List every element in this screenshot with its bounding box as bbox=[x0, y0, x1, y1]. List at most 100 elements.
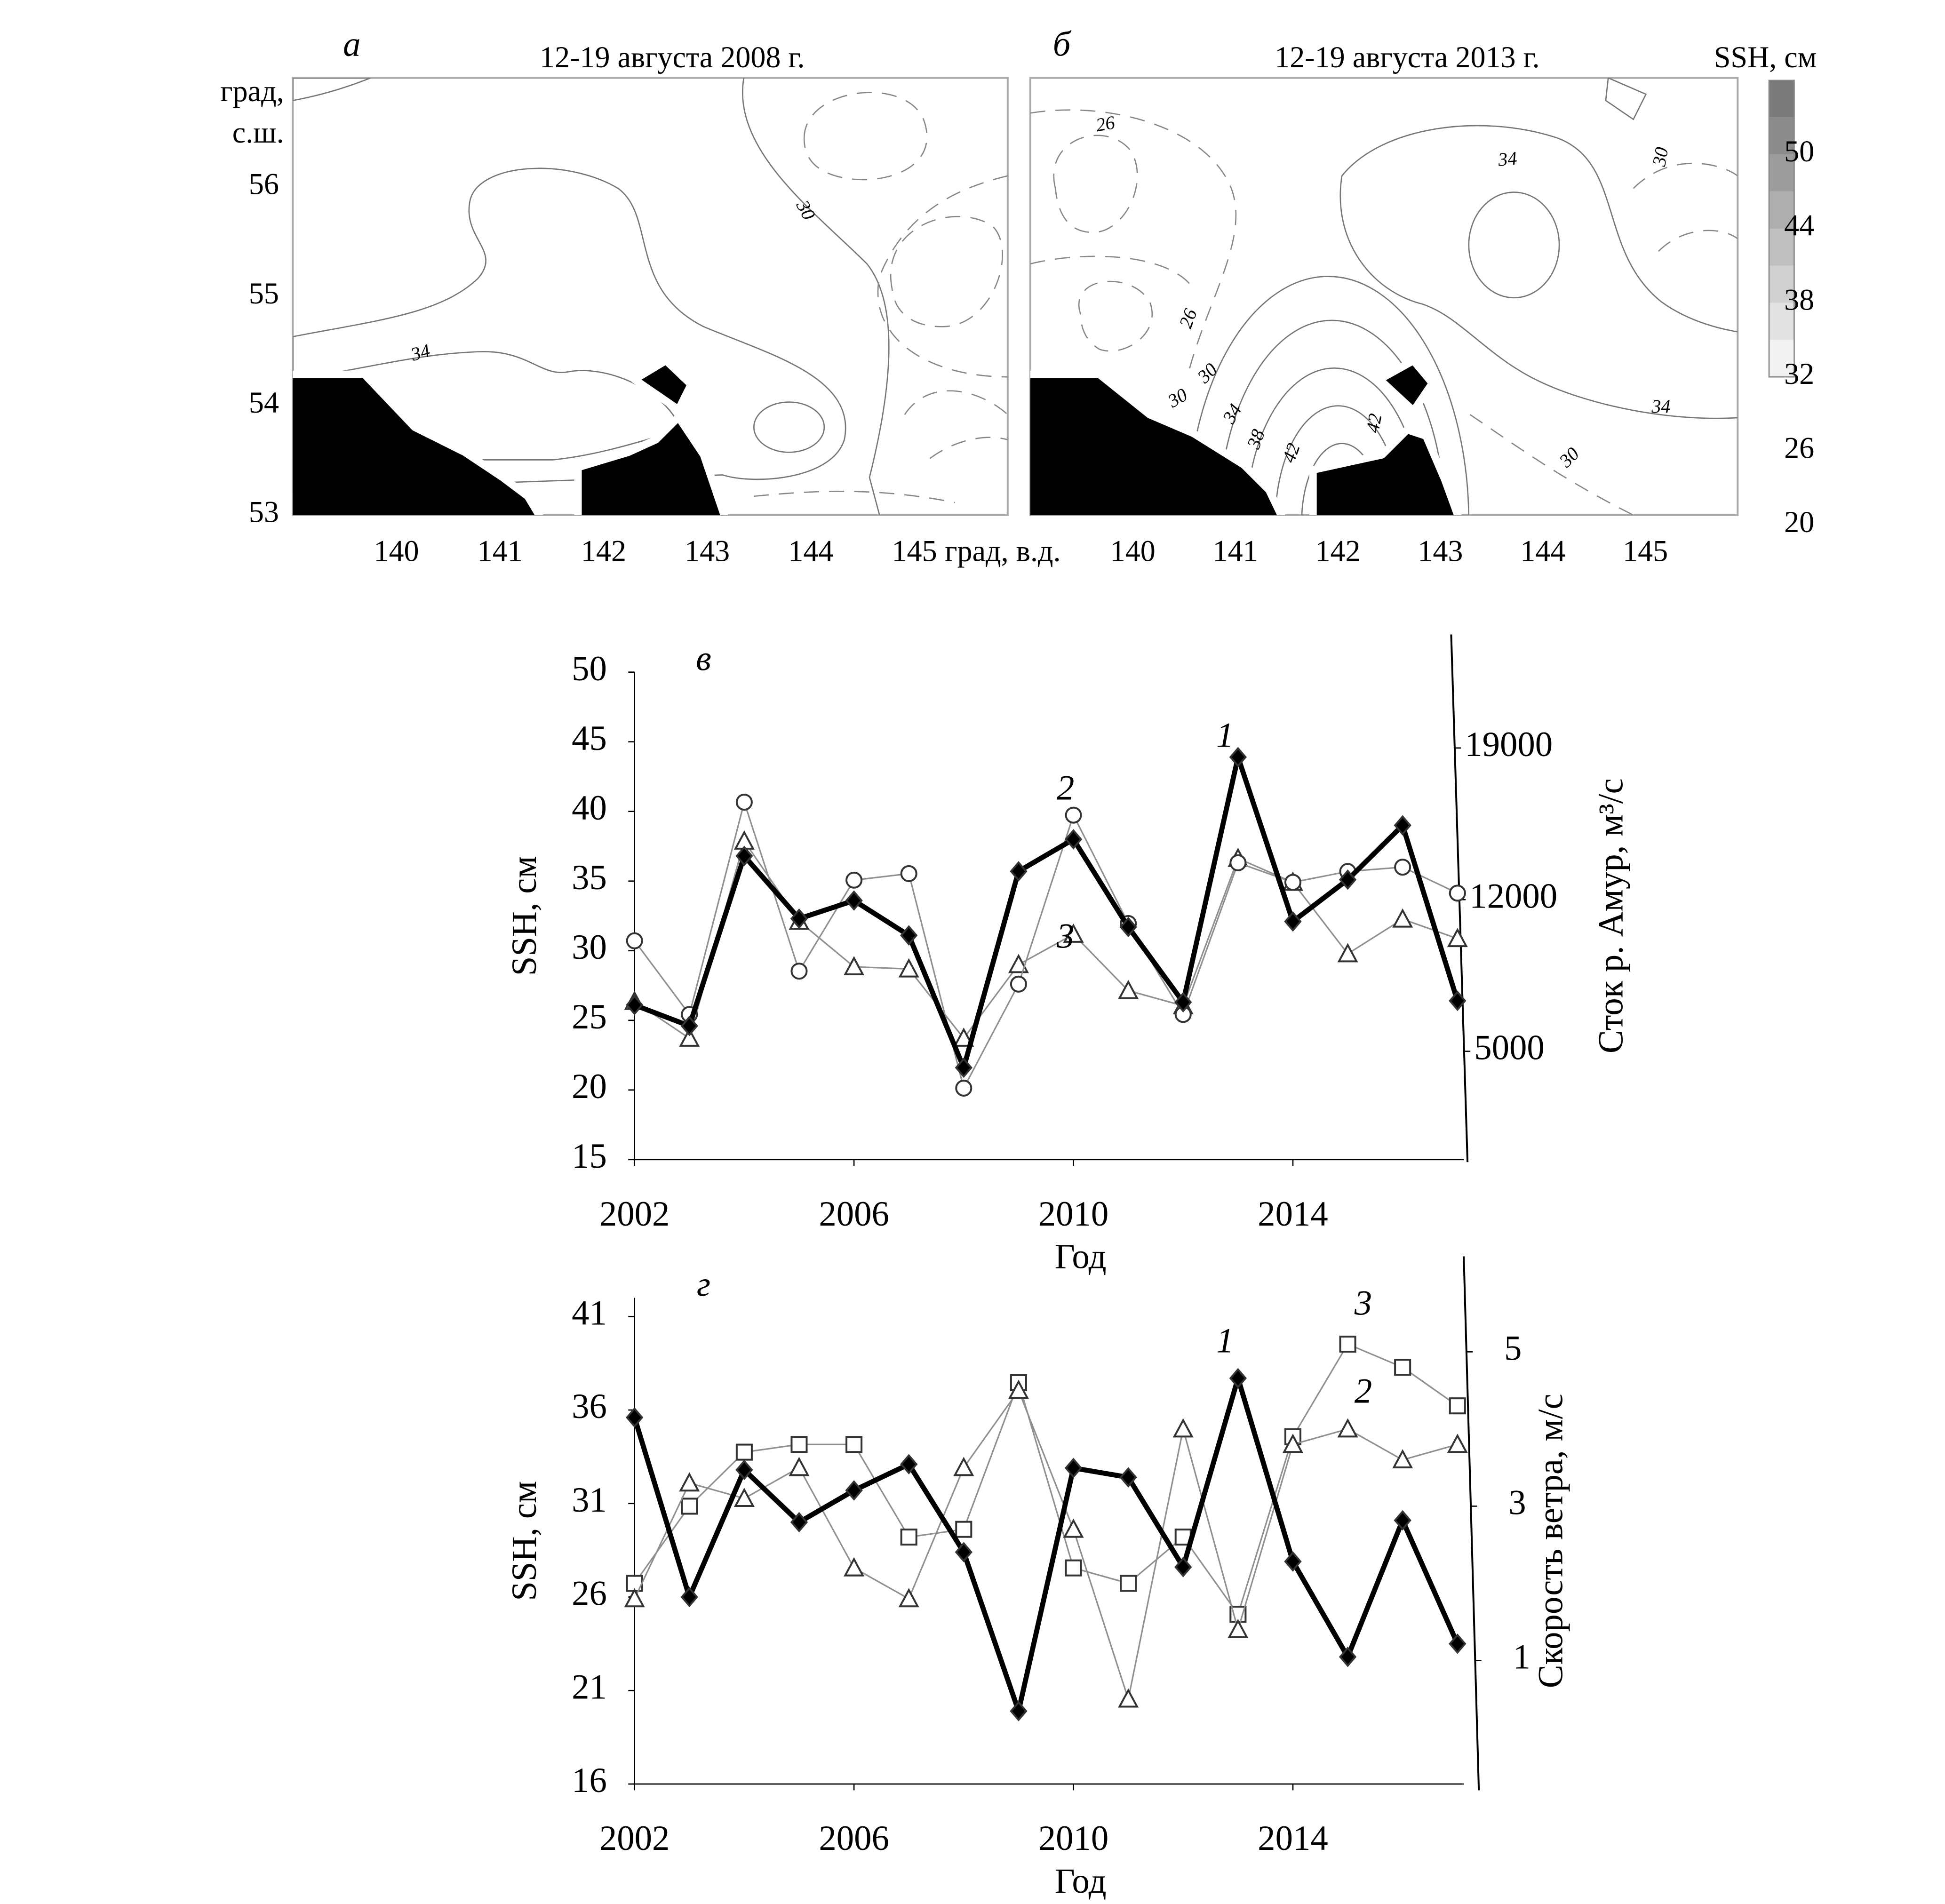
x-tick-label: 142 bbox=[581, 534, 626, 567]
marker bbox=[624, 1588, 645, 1608]
y-tick-label: 30 bbox=[572, 928, 607, 967]
marker bbox=[955, 1542, 972, 1562]
marker bbox=[900, 925, 918, 946]
x-tick-label: 142 bbox=[1315, 534, 1360, 567]
panel-label: а bbox=[343, 25, 360, 64]
marker bbox=[1172, 1418, 1194, 1438]
y-tick-label: 15 bbox=[572, 1137, 607, 1176]
marker bbox=[1282, 1434, 1303, 1453]
field bbox=[293, 351, 682, 461]
series-label: 2 bbox=[1355, 1371, 1372, 1410]
x-tick-label: 144 bbox=[788, 534, 833, 567]
marker bbox=[845, 1480, 863, 1501]
field bbox=[1468, 191, 1560, 299]
contour-label: 42 bbox=[1362, 412, 1386, 434]
x-tick-label: 140 bbox=[1110, 534, 1156, 567]
marker bbox=[1229, 854, 1247, 871]
x-tick-label: 2006 bbox=[819, 1819, 889, 1858]
marker bbox=[1449, 884, 1466, 902]
y2-axis-label: Скорость ветра, м/с bbox=[1531, 1394, 1570, 1688]
y2-tick-label: 5000 bbox=[1474, 1028, 1545, 1068]
marker bbox=[1120, 1575, 1137, 1592]
series-line bbox=[632, 1376, 1460, 1714]
field bbox=[1187, 276, 1470, 515]
marker bbox=[789, 1457, 810, 1476]
x-tick-label: 2002 bbox=[599, 1819, 670, 1858]
contour-label: 30 bbox=[1648, 145, 1672, 168]
x-tick-label: 2010 bbox=[1038, 1195, 1109, 1234]
marker bbox=[1339, 869, 1357, 890]
marker bbox=[1394, 1510, 1411, 1531]
x-tick-label: 2002 bbox=[599, 1195, 670, 1234]
land bbox=[574, 413, 728, 515]
colorbar-step bbox=[1769, 191, 1794, 229]
marker bbox=[1392, 908, 1413, 928]
marker bbox=[1118, 1688, 1139, 1708]
series-line bbox=[633, 754, 1460, 1070]
y-tick-label: 53 bbox=[249, 495, 279, 529]
isoline bbox=[877, 175, 1008, 378]
series-line bbox=[634, 801, 1458, 1089]
marker bbox=[1063, 1518, 1084, 1538]
marker bbox=[955, 1057, 972, 1078]
marker bbox=[626, 932, 643, 949]
isoline bbox=[1030, 109, 1237, 377]
land bbox=[1376, 357, 1436, 415]
marker bbox=[681, 1498, 698, 1515]
x-tick-label: 140 bbox=[374, 534, 419, 567]
marker bbox=[1284, 1551, 1302, 1572]
isoline bbox=[1469, 162, 1738, 515]
marker bbox=[845, 871, 863, 889]
y-axis-label: SSH, см bbox=[505, 856, 544, 976]
y2-tick-label: 1 bbox=[1513, 1638, 1530, 1677]
map-a bbox=[292, 77, 1009, 516]
y-tick-label: 41 bbox=[572, 1293, 607, 1332]
marker bbox=[626, 1407, 644, 1428]
marker bbox=[1392, 1449, 1413, 1469]
contour-label: 26 bbox=[1094, 112, 1116, 135]
x-tick-label: 2006 bbox=[819, 1195, 889, 1234]
x-tick-label: 145 bbox=[892, 534, 937, 567]
marker bbox=[1010, 975, 1027, 993]
y-tick-label: 35 bbox=[572, 858, 607, 897]
marker bbox=[790, 963, 808, 980]
marker bbox=[898, 958, 919, 978]
marker bbox=[735, 1443, 753, 1461]
colorbar-step bbox=[1769, 117, 1794, 155]
marker bbox=[1010, 1701, 1028, 1721]
colorbar-tick-label: 32 bbox=[1784, 357, 1814, 390]
marker bbox=[790, 1436, 808, 1453]
x-axis-label: Год bbox=[1055, 1237, 1107, 1276]
y2-tick-label: 12000 bbox=[1469, 876, 1557, 916]
marker bbox=[735, 1459, 753, 1480]
marker bbox=[1449, 990, 1467, 1012]
x-tick-label: 145 bbox=[1623, 534, 1668, 567]
marker bbox=[1064, 1458, 1083, 1479]
x-tick-label: 2010 bbox=[1038, 1819, 1109, 1858]
y-axis-label: град, bbox=[220, 74, 284, 108]
x-axis-label: град, в.д. bbox=[945, 534, 1060, 567]
marker bbox=[679, 1027, 700, 1047]
series-line bbox=[634, 1343, 1458, 1615]
marker bbox=[953, 1457, 974, 1476]
y-tick-label: 21 bbox=[572, 1667, 607, 1706]
y-tick-label: 31 bbox=[572, 1481, 607, 1520]
marker bbox=[1447, 1434, 1468, 1453]
y2-axis bbox=[1463, 1256, 1480, 1791]
marker bbox=[1284, 874, 1301, 891]
marker bbox=[1229, 747, 1247, 768]
y2-axis-label: Сток р. Амур, м³/с bbox=[1592, 778, 1631, 1053]
field bbox=[293, 167, 846, 491]
colorbar-step bbox=[1769, 229, 1794, 266]
isoline bbox=[890, 215, 1004, 327]
colorbar-tick-label: 44 bbox=[1784, 209, 1814, 242]
field bbox=[1339, 125, 1738, 419]
island bbox=[1605, 78, 1647, 120]
x-tick-label: 143 bbox=[685, 534, 730, 567]
marker bbox=[733, 1488, 755, 1507]
marker bbox=[735, 793, 753, 811]
panel-label: г bbox=[697, 1265, 710, 1304]
map-b bbox=[1029, 77, 1739, 516]
x-tick-label: 143 bbox=[1418, 534, 1463, 567]
